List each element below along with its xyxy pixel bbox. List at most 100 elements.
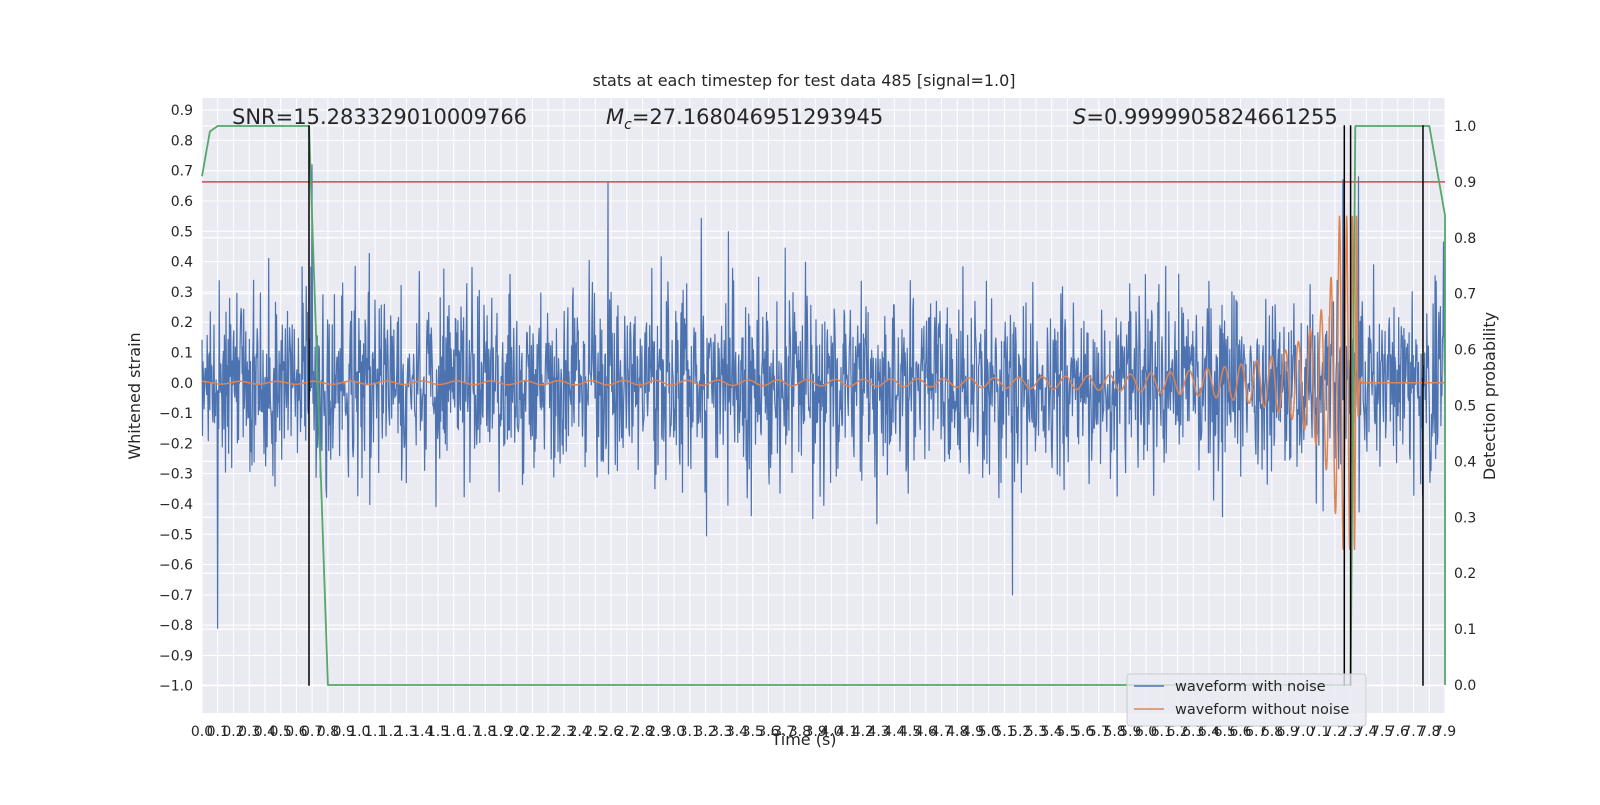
x-tick-label: 6.3 — [1182, 724, 1204, 740]
x-tick-label: 3.9 — [805, 724, 827, 740]
clean-series — [201, 215, 1446, 551]
legend-entry-clean: waveform without noise — [1175, 702, 1349, 718]
y-tick-label: 0.2 — [171, 315, 193, 331]
y-tick-label: −0.1 — [159, 406, 193, 422]
x-tick-label: 3.7 — [773, 724, 795, 740]
legend-entry-noise: waveform with noise — [1175, 679, 1326, 695]
y2-ticks: 1.0 0.9 0.8 0.7 0.6 0.5 0.4 0.3 0.2 0.1 0.0 — [1454, 119, 1476, 694]
y2-tick-label: 1.0 — [1454, 119, 1476, 135]
x-tick-label: 6.9 — [1277, 724, 1299, 740]
x-tick-label: 6.0 — [1135, 724, 1157, 740]
chirp-mass-annotation: Mc=27.168046951293945 — [606, 105, 883, 133]
snr-annotation: SNR=15.283329010009766 — [232, 105, 527, 129]
x-tick-label: 6.6 — [1229, 724, 1251, 740]
x-tick-label: 1.5 — [427, 724, 449, 740]
x-tick-label: 3.3 — [710, 724, 732, 740]
x-tick-label: 5.9 — [1119, 724, 1141, 740]
x-tick-label: 6.2 — [1166, 724, 1188, 740]
y-tick-label: −1.0 — [159, 679, 193, 695]
x-tick-label: 4.2 — [852, 724, 874, 740]
x-tick-label: 7.0 — [1292, 724, 1314, 740]
s-annotation: S=0.9999905824661255 — [1073, 105, 1338, 129]
x-tick-label: 3.5 — [742, 724, 764, 740]
y2-tick-label: 0.3 — [1454, 510, 1476, 526]
y2-tick-label: 0.5 — [1454, 399, 1476, 415]
x-tick-label: 4.5 — [899, 724, 921, 740]
y-tick-label: 0.6 — [171, 194, 193, 210]
x-tick-label: 7.1 — [1308, 724, 1330, 740]
x-tick-label: 5.3 — [1025, 724, 1047, 740]
x-tick-label: 3.2 — [694, 724, 716, 740]
x-axis-label: Time (s) — [770, 730, 836, 749]
x-tick-label: 6.8 — [1261, 724, 1283, 740]
y-ticks: 0.9 0.8 0.7 0.6 0.5 0.4 0.3 0.2 0.1 0.0 −0.1 −0.2 −0… — [159, 103, 193, 695]
x-tick-label: 1.7 — [458, 724, 480, 740]
x-tick-label: 3.0 — [663, 724, 685, 740]
x-tick-label: 2.4 — [568, 724, 590, 740]
x-tick-label: 5.8 — [1103, 724, 1125, 740]
y-tick-label: −0.7 — [159, 588, 193, 604]
x-tick-label: 0.9 — [332, 724, 354, 740]
y-tick-label: 0.0 — [171, 376, 193, 392]
x-tick-label: 3.4 — [726, 724, 748, 740]
x-tick-label: 1.8 — [474, 724, 496, 740]
x-tick-label: 0.5 — [270, 724, 292, 740]
y-tick-label: −0.8 — [159, 618, 193, 634]
x-tick-label: 2.0 — [506, 724, 528, 740]
x-tick-label: 2.9 — [647, 724, 669, 740]
x-tick-label: 2.2 — [537, 724, 559, 740]
x-tick-label: 1.4 — [411, 724, 433, 740]
x-tick-label: 3.1 — [679, 724, 701, 740]
x-tick-label: 7.7 — [1402, 724, 1424, 740]
x-tick-label: 6.5 — [1214, 724, 1236, 740]
x-tick-label: 6.7 — [1245, 724, 1267, 740]
x-tick-label: 4.6 — [915, 724, 937, 740]
probability-series — [201, 125, 1446, 686]
y-tick-label: −0.3 — [159, 467, 193, 483]
x-tick-label: 1.6 — [443, 724, 465, 740]
x-tick-label: 5.0 — [978, 724, 1000, 740]
x-tick-label: 2.1 — [521, 724, 543, 740]
x-tick-label: 5.4 — [1041, 724, 1063, 740]
x-tick-label: 7.2 — [1324, 724, 1346, 740]
x-tick-label: 0.4 — [254, 724, 276, 740]
chirp-mass-symbol: M — [606, 105, 624, 129]
y-tick-label: −0.5 — [159, 527, 193, 543]
y2-tick-label: 0.7 — [1454, 287, 1476, 303]
chirp-mass-subscript: c — [624, 117, 632, 133]
y2-tick-label: 0.8 — [1454, 231, 1476, 247]
x-tick-label: 4.3 — [867, 724, 889, 740]
y-tick-label: 0.9 — [171, 103, 193, 119]
x-tick-label: 6.4 — [1198, 724, 1220, 740]
x-tick-label: 0.7 — [301, 724, 323, 740]
x-tick-label: 5.7 — [1088, 724, 1110, 740]
y2-tick-label: 0.6 — [1454, 343, 1476, 359]
y2-tick-label: 0.9 — [1454, 175, 1476, 191]
x-tick-label: 2.5 — [584, 724, 606, 740]
x-tick-label: 7.9 — [1434, 724, 1456, 740]
y-tick-label: 0.1 — [171, 345, 193, 361]
clean-line — [201, 215, 1446, 551]
s-symbol: S — [1073, 105, 1086, 129]
x-tick-label: 6.1 — [1151, 724, 1173, 740]
vertical-markers — [308, 125, 1424, 686]
x-tick-label: 7.5 — [1371, 724, 1393, 740]
y-tick-label: 0.7 — [171, 164, 193, 180]
y-tick-label: 0.4 — [171, 255, 193, 271]
chirp-mass-value: =27.168046951293945 — [632, 105, 883, 129]
x-tick-label: 0.6 — [285, 724, 307, 740]
x-tick-label: 0.0 — [191, 724, 213, 740]
x-tick-label: 1.3 — [395, 724, 417, 740]
probability-line — [201, 125, 1446, 686]
x-tick-label: 1.0 — [348, 724, 370, 740]
x-tick-label: 1.1 — [364, 724, 386, 740]
x-tick-label: 4.7 — [930, 724, 952, 740]
x-ticks: 0.00.10.20.30.40.50.60.70.80.91.01.11.21… — [191, 724, 1456, 740]
y2-tick-label: 0.4 — [1454, 454, 1476, 470]
x-tick-label: 7.8 — [1418, 724, 1440, 740]
x-tick-label: 4.1 — [836, 724, 858, 740]
x-tick-label: 7.4 — [1355, 724, 1377, 740]
y-tick-label: 0.8 — [171, 133, 193, 149]
